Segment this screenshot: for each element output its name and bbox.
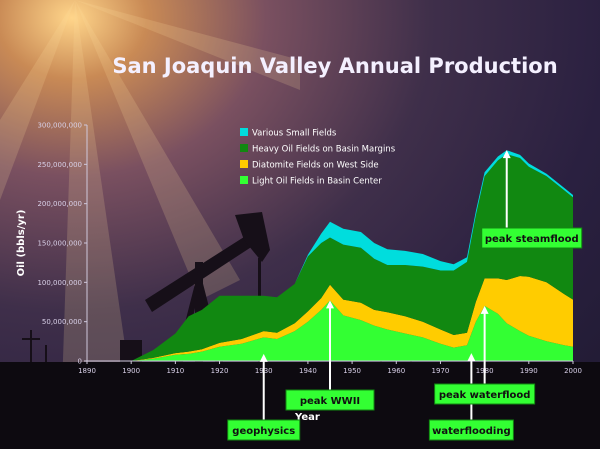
legend-swatch [240, 160, 248, 168]
annotation-label: geophysics [232, 426, 295, 437]
annotation-box [227, 419, 301, 441]
annotation-arrowhead [259, 353, 268, 362]
area-series-2 [131, 154, 573, 361]
y-tick-label: 300,000,000 [37, 122, 82, 130]
y-axis-label: Oil (bbls/yr) [16, 210, 27, 277]
annotation-arrowhead [502, 150, 511, 159]
annotation-label: waterflooding [432, 426, 511, 437]
legend-swatch [240, 144, 248, 152]
stacked-area-group [131, 150, 573, 361]
annotation-box [285, 389, 375, 411]
legend-swatch [240, 176, 248, 184]
annotation-label: peak WWII [300, 396, 360, 407]
x-tick-label: 1990 [520, 367, 538, 375]
x-tick-label: 1890 [78, 367, 96, 375]
y-tick-label: 150,000,000 [37, 240, 82, 248]
y-tick-label: 50,000,000 [42, 318, 82, 326]
x-tick-label: 1900 [122, 367, 140, 375]
y-tick-label: 250,000,000 [37, 161, 82, 169]
x-tick-label: 1940 [299, 367, 317, 375]
x-axis-label: Year [294, 412, 320, 423]
y-tick-label: 200,000,000 [37, 200, 82, 208]
axes-group: 0 50,000,000 100,000,000 150,000,000 200,000… [37, 122, 581, 376]
legend-entry: Diatomite Fields on West Side [252, 161, 379, 171]
annotation-label: peak waterflood [439, 390, 531, 401]
y-tick-label: 100,000,000 [37, 279, 82, 287]
x-tick-label: 1910 [166, 367, 184, 375]
legend-swatch [240, 128, 248, 136]
annotations-group: geophysics peak WWII waterflooding peak wat… [227, 150, 583, 441]
annotation-label: peak steamflood [485, 234, 579, 245]
annotation-arrowhead [326, 300, 334, 309]
sun-rays-decoration [0, 0, 300, 449]
annotation-arrowhead [467, 353, 476, 362]
legend-entry: Light Oil Fields in Basin Center [252, 177, 382, 187]
legend-entry: Various Small Fields [252, 129, 337, 139]
annotation-box [428, 419, 514, 441]
area-series-0 [131, 300, 573, 361]
chart-title: San Joaquin Valley Annual Production [112, 54, 557, 78]
chart-legend: Various Small Fields Heavy Oil Fields on … [240, 128, 396, 187]
y-tick-label: 0 [78, 358, 82, 366]
annotation-box [481, 227, 583, 249]
annotation-arrowhead [480, 305, 489, 314]
x-tick-label: 1950 [343, 367, 361, 375]
x-tick-label: 2000 [564, 367, 582, 375]
annotation-box [434, 383, 536, 405]
area-series-1 [131, 276, 573, 361]
x-tick-label: 1920 [211, 367, 229, 375]
x-tick-label: 1970 [432, 367, 450, 375]
x-tick-label: 1960 [387, 367, 405, 375]
legend-entry: Heavy Oil Fields on Basin Margins [252, 145, 396, 155]
